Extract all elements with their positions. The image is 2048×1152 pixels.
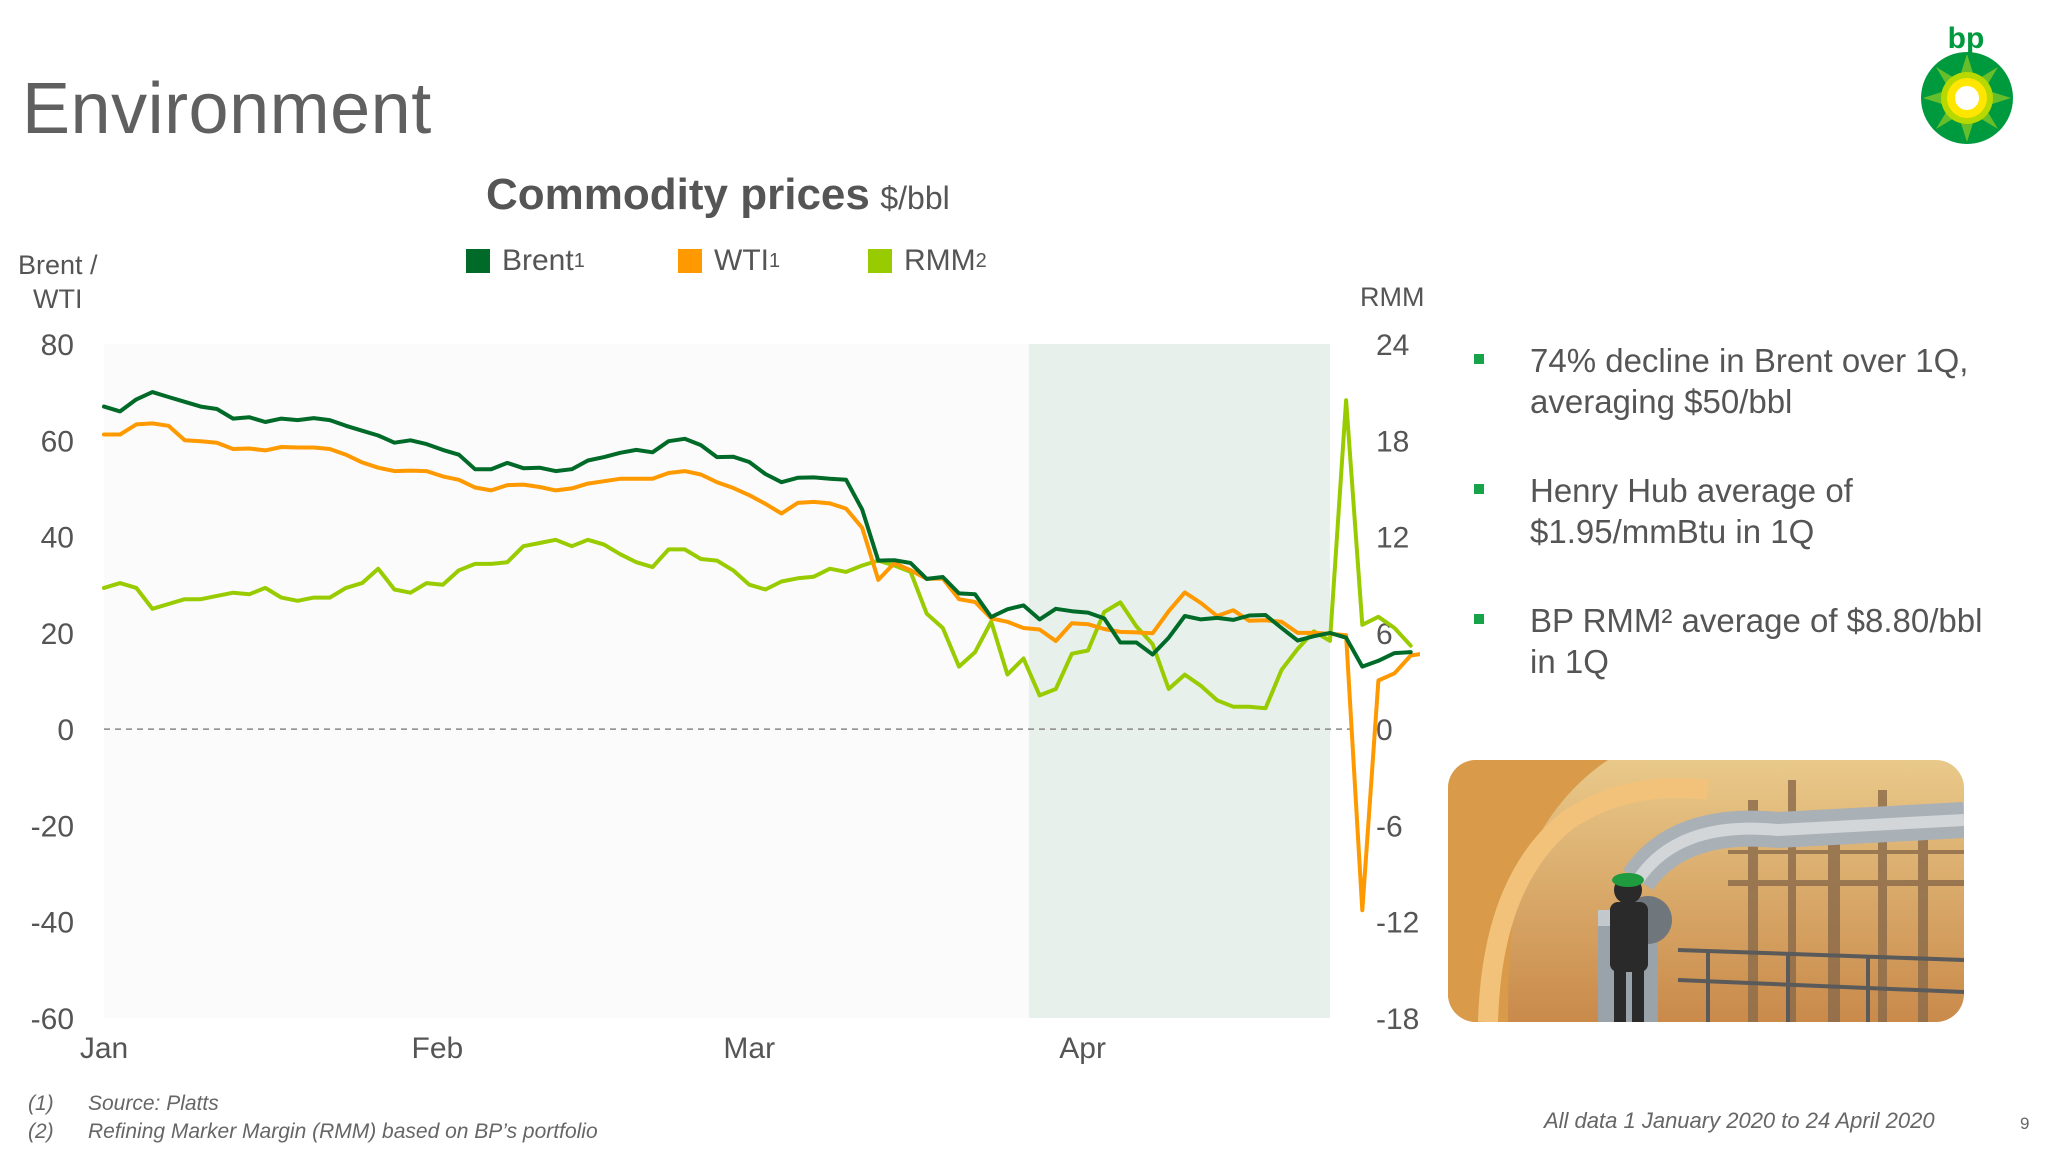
bullet-item: BP RMM² average of $8.80/bbl in 1Q: [1474, 600, 2014, 682]
y-left-tick-label: 60: [41, 425, 74, 458]
chart-heading: Commodity prices $/bbl: [486, 170, 950, 220]
legend-sup-rmm: 2: [975, 249, 987, 272]
page-title: Environment: [22, 69, 432, 149]
y-right-tick-label: -12: [1376, 907, 1419, 940]
chart-unit: $/bbl: [880, 180, 950, 216]
footnote: (1) Source: Platts: [28, 1090, 598, 1118]
bp-logo: bp: [1912, 18, 2022, 148]
y-right-tick-label: 0: [1376, 714, 1393, 747]
legend-item-rmm: RMM 2: [868, 244, 987, 278]
legend-swatch-brent: [466, 249, 490, 273]
footnote-number: (2): [28, 1120, 54, 1143]
legend-label-brent: Brent: [502, 244, 574, 277]
footnote-text: Source: Platts: [88, 1092, 219, 1115]
bullet-item: Henry Hub average of $1.95/mmBtu in 1Q: [1474, 470, 2014, 552]
chart-title: Commodity prices: [486, 170, 870, 219]
x-tick-label: Mar: [723, 1032, 775, 1065]
y-left-tick-label: -20: [31, 810, 74, 843]
bullet-marker: [1474, 614, 1484, 624]
legend-label-wti: WTI: [714, 244, 769, 277]
y-left-tick-label: -60: [31, 1003, 74, 1036]
footnote: (2) Refining Marker Margin (RMM) based on…: [28, 1118, 598, 1146]
legend-sup-wti: 1: [768, 249, 781, 272]
y-right-tick-label: -18: [1376, 1003, 1419, 1036]
left-axis-title: Brent / WTI: [18, 248, 98, 316]
page-number: 9: [2020, 1114, 2030, 1133]
bp-logo-text: bp: [1948, 22, 1985, 55]
legend-swatch-rmm: [868, 249, 892, 273]
series-line-brent: [102, 390, 1413, 669]
legend-sup-brent: 1: [573, 249, 585, 272]
y-left-tick-label: -40: [31, 907, 74, 940]
left-axis-title-line1: Brent /: [18, 250, 98, 280]
series-line-rmm: [102, 398, 1413, 711]
y-right-tick-label: 12: [1376, 522, 1409, 555]
footnote-text: Refining Marker Margin (RMM) based on BP…: [88, 1120, 598, 1143]
chart-legend: Brent 1 WTI 1 RMM 2: [466, 244, 1066, 284]
x-tick-label: Apr: [1059, 1032, 1106, 1065]
legend-swatch-wti: [678, 249, 702, 273]
bullet-marker: [1474, 354, 1484, 364]
y-right-tick-label: 18: [1376, 425, 1409, 458]
bullet-item: 74% decline in Brent over 1Q, averaging …: [1474, 340, 2014, 422]
y-left-tick-label: 20: [41, 618, 74, 651]
bullet-text: 74% decline in Brent over 1Q, averaging …: [1530, 342, 1969, 420]
footnotes: (1) Source: Platts (2) Refining Marker Mar…: [28, 1090, 598, 1146]
legend-item-brent: Brent 1: [466, 244, 585, 278]
bullet-marker: [1474, 484, 1484, 494]
x-tick-label: Jan: [80, 1032, 128, 1065]
legend-label-rmm: RMM: [904, 244, 976, 277]
x-tick-label: Feb: [412, 1032, 464, 1065]
y-right-tick-label: -6: [1376, 810, 1403, 843]
right-axis-title: RMM: [1360, 282, 1425, 312]
y-left-tick-label: 40: [41, 522, 74, 555]
left-axis-title-line2: WTI: [33, 284, 83, 314]
y-left-tick-label: 0: [57, 714, 74, 747]
refinery-worker-photo: [1448, 760, 1964, 1022]
y-right-tick-label: 24: [1376, 329, 1409, 362]
y-left-tick-label: 80: [41, 329, 74, 362]
series-line-wti: [102, 421, 1420, 913]
legend-item-wti: WTI 1: [678, 244, 780, 278]
bullet-list: 74% decline in Brent over 1Q, averaging …: [1474, 340, 2014, 730]
bullet-text: BP RMM² average of $8.80/bbl in 1Q: [1530, 602, 1983, 680]
bullet-text: Henry Hub average of $1.95/mmBtu in 1Q: [1530, 472, 1853, 550]
footnote-number: (1): [28, 1092, 54, 1115]
data-range-note: All data 1 January 2020 to 24 April 2020: [1544, 1108, 1935, 1133]
